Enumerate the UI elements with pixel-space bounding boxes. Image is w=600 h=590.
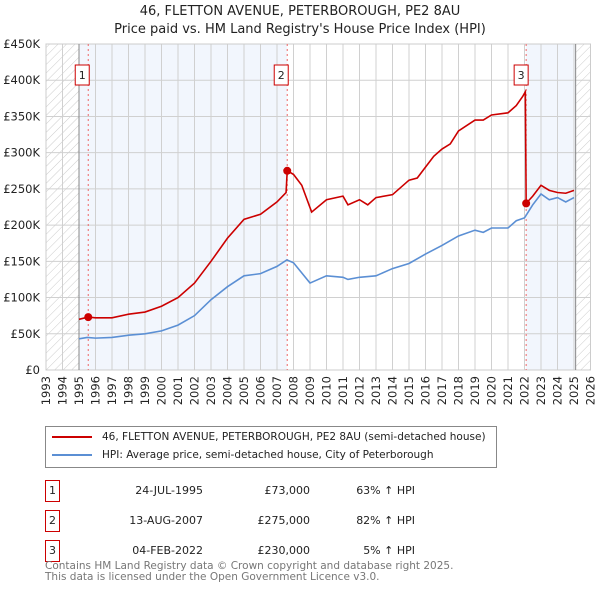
legend-item-hpi: HPI: Average price, semi-detached house,… — [52, 449, 434, 461]
legend-label: 46, FLETTON AVENUE, PETERBOROUGH, PE2 8A… — [102, 431, 486, 443]
y-tick-label: £450K — [3, 37, 40, 51]
sale-point — [522, 199, 531, 208]
footer-line-1: Contains HM Land Registry data © Crown c… — [45, 560, 454, 572]
x-tick-label: 2006 — [254, 376, 268, 405]
sale-point — [84, 313, 93, 322]
x-tick-label: 2000 — [155, 376, 169, 405]
sale-label-number: 1 — [79, 69, 86, 82]
plot-border — [45, 43, 591, 371]
sale-hpi-change: 5% ↑ HPI — [363, 544, 415, 557]
x-tick-label: 2002 — [188, 376, 202, 405]
x-tick-label: 2018 — [452, 376, 466, 405]
y-tick-label: £100K — [3, 291, 40, 305]
sale-date: 04-FEB-2022 — [132, 544, 203, 557]
x-tick-label: 2024 — [551, 376, 565, 405]
x-tick-label: 1998 — [122, 376, 136, 405]
x-tick-label: 2015 — [402, 376, 416, 405]
sale-row: 1 24-JUL-1995 £73,000 63% ↑ HPI — [45, 480, 445, 502]
x-tick-label: 2011 — [336, 376, 350, 405]
sale-label-box — [74, 64, 90, 86]
price-paid-line — [78, 88, 575, 321]
chart-title: 46, FLETTON AVENUE, PETERBOROUGH, PE2 8A… — [139, 4, 461, 19]
x-tick-label: 2003 — [204, 376, 218, 405]
x-tick-label: 2001 — [171, 376, 185, 405]
x-tick-label: 2005 — [237, 376, 251, 405]
x-tick-label: 1995 — [72, 376, 86, 405]
x-tick-label: 2023 — [534, 376, 548, 405]
x-tick-label: 2010 — [320, 376, 334, 405]
x-tick-label: 1997 — [105, 376, 119, 405]
x-tick-label: 2019 — [468, 376, 482, 405]
legend: 46, FLETTON AVENUE, PETERBOROUGH, PE2 8A… — [45, 426, 497, 468]
shaded-period-3 — [526, 44, 576, 370]
sale-row: 2 13-AUG-2007 £275,000 82% ↑ HPI — [45, 510, 445, 532]
sale-label-box — [273, 64, 289, 86]
sale-label-number: 3 — [518, 69, 525, 82]
sale-label-number: 2 — [278, 69, 285, 82]
sale-number: 1 — [45, 480, 60, 502]
sale-price: £73,000 — [264, 484, 311, 497]
x-tick-label: 2008 — [287, 376, 301, 405]
x-tick-label: 2017 — [435, 376, 449, 405]
legend-item-property: 46, FLETTON AVENUE, PETERBOROUGH, PE2 8A… — [52, 431, 486, 443]
red-line-swatch — [52, 436, 92, 438]
sale-number: 3 — [45, 540, 60, 562]
sale-price: £230,000 — [257, 544, 311, 557]
hpi-line — [78, 192, 575, 340]
x-tick-label: 2025 — [567, 376, 581, 405]
sale-date: 24-JUL-1995 — [135, 484, 203, 497]
legend-label: HPI: Average price, semi-detached house,… — [102, 449, 434, 461]
x-tick-label: 1999 — [138, 376, 152, 405]
y-tick-label: £400K — [3, 73, 40, 87]
shaded-period-1 — [79, 44, 288, 370]
x-tick-label: 2022 — [518, 376, 532, 405]
plot-area: 1993 1994 1995 1996 1997 1998 1999 2000 2001 2002… — [3, 37, 598, 405]
sale-row: 3 04-FEB-2022 £230,000 5% ↑ HPI — [45, 540, 445, 562]
sale-label-box — [513, 64, 529, 86]
sale-date: 13-AUG-2007 — [129, 514, 203, 527]
sale-hpi-change: 63% ↑ HPI — [356, 484, 415, 497]
y-tick-label: £250K — [3, 182, 40, 196]
y-tick-label: £0 — [25, 363, 40, 377]
sale-number: 2 — [45, 510, 60, 532]
blue-line-swatch — [52, 454, 92, 456]
x-tick-label: 2026 — [584, 376, 598, 405]
y-tick-label: £50K — [11, 327, 41, 341]
y-tick-label: £300K — [3, 146, 40, 160]
x-tick-label: 2014 — [386, 376, 400, 405]
x-tick-label: 2013 — [369, 376, 383, 405]
x-tick-label: 2007 — [270, 376, 284, 405]
y-tick-label: £200K — [3, 218, 40, 232]
y-tick-label: £150K — [3, 254, 40, 268]
sale-hpi-change: 82% ↑ HPI — [356, 514, 415, 527]
sale-price: £275,000 — [257, 514, 311, 527]
x-tick-label: 1996 — [89, 376, 103, 405]
x-tick-label: 2009 — [303, 376, 317, 405]
x-tick-label: 2021 — [501, 376, 515, 405]
x-tick-label: 2004 — [221, 376, 235, 405]
x-tick-label: 1993 — [39, 376, 53, 405]
chart-subtitle: Price paid vs. HM Land Registry's House … — [114, 22, 486, 37]
x-tick-label: 2016 — [419, 376, 433, 405]
sale-point — [283, 166, 292, 175]
x-tick-label: 2020 — [485, 376, 499, 405]
x-tick-label: 1994 — [56, 376, 70, 405]
x-tick-label: 2012 — [353, 376, 367, 405]
footer-line-2: This data is licensed under the Open Gov… — [45, 571, 380, 583]
y-tick-label: £350K — [3, 109, 40, 123]
hatch-region-after — [575, 44, 591, 370]
